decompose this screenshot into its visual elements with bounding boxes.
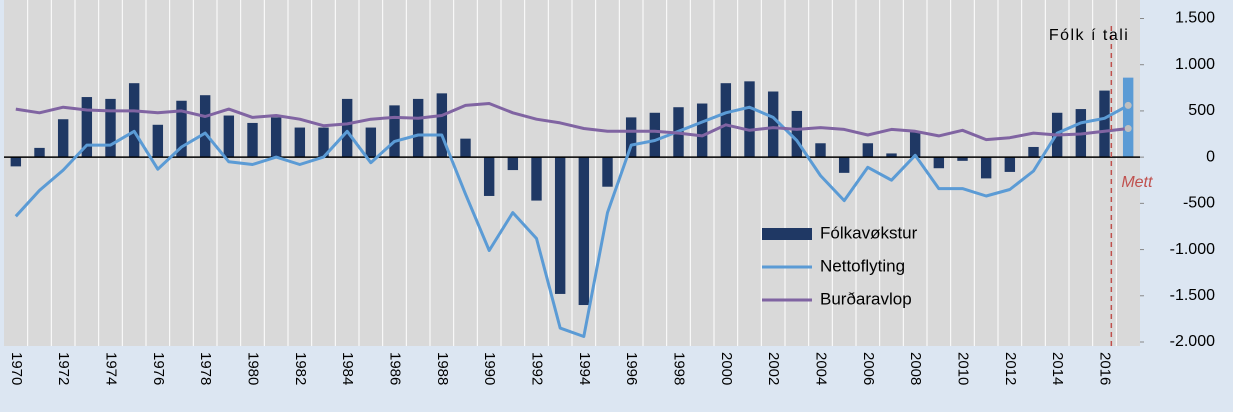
bar bbox=[767, 91, 779, 158]
bar bbox=[602, 157, 613, 187]
bar bbox=[483, 157, 495, 196]
y-tick-label: -500 bbox=[1183, 195, 1215, 212]
bar bbox=[744, 81, 755, 158]
x-tick-label: 2010 bbox=[955, 352, 972, 385]
bar bbox=[649, 112, 661, 158]
x-tick-label: 1976 bbox=[150, 352, 167, 385]
x-tick-label: 1994 bbox=[576, 352, 593, 385]
line bbox=[15, 102, 1129, 142]
end-point bbox=[1124, 101, 1132, 109]
x-tick-label: 2000 bbox=[718, 352, 735, 385]
legend-label: Nettoflyting bbox=[820, 256, 905, 275]
bar bbox=[199, 95, 211, 158]
x-tick-label: 2004 bbox=[813, 352, 830, 385]
bar bbox=[412, 98, 424, 158]
bar bbox=[980, 157, 992, 179]
x-tick-label: 2008 bbox=[907, 352, 924, 385]
bar bbox=[34, 147, 45, 158]
bar bbox=[128, 83, 140, 158]
y-tick-label: 1.000 bbox=[1175, 56, 1215, 73]
x-tick-label: 1988 bbox=[434, 352, 451, 385]
bar bbox=[176, 100, 187, 158]
x-tick-label: 1980 bbox=[245, 352, 262, 385]
bar bbox=[554, 157, 566, 294]
bar bbox=[625, 117, 637, 158]
y-tick-label: -1.500 bbox=[1170, 287, 1215, 304]
x-tick-label: 2002 bbox=[765, 352, 782, 385]
x-tick-label: 1972 bbox=[55, 352, 72, 385]
bar bbox=[1028, 146, 1039, 158]
legend-label: Burðaravlop bbox=[820, 289, 912, 308]
bar bbox=[791, 110, 803, 158]
bar bbox=[341, 98, 353, 158]
bar bbox=[365, 127, 377, 158]
bar bbox=[838, 157, 850, 173]
x-tick-label: 1992 bbox=[529, 352, 546, 385]
x-tick-label: 1990 bbox=[481, 352, 498, 385]
bar bbox=[57, 119, 69, 158]
bar bbox=[247, 122, 258, 158]
bar bbox=[578, 157, 590, 306]
bar bbox=[862, 143, 874, 158]
x-tick-label: 1974 bbox=[103, 352, 120, 385]
x-tick-label: 1984 bbox=[339, 352, 356, 385]
x-tick-label: 1996 bbox=[623, 352, 640, 385]
bar bbox=[294, 127, 306, 158]
line bbox=[14, 104, 1129, 338]
bar bbox=[10, 157, 22, 167]
x-tick-label: 1982 bbox=[292, 352, 309, 385]
x-tick-label: 2014 bbox=[1049, 352, 1066, 385]
bar bbox=[105, 98, 116, 158]
bar bbox=[436, 93, 448, 158]
bar bbox=[270, 117, 282, 158]
bar bbox=[815, 143, 826, 158]
bar bbox=[696, 103, 708, 158]
bar bbox=[531, 157, 542, 201]
y-tick-label: 1.500 bbox=[1175, 10, 1215, 27]
y-tick-label: 500 bbox=[1188, 102, 1215, 119]
x-tick-label: 2016 bbox=[1097, 352, 1114, 385]
bar bbox=[1122, 77, 1134, 158]
bar bbox=[223, 115, 235, 158]
bar bbox=[957, 157, 968, 161]
legend-swatch bbox=[762, 228, 812, 240]
bar bbox=[507, 157, 519, 171]
bar bbox=[318, 127, 329, 158]
x-tick-label: 1970 bbox=[8, 352, 25, 385]
annotation: Mett bbox=[1121, 174, 1153, 191]
y-tick-label: -1.000 bbox=[1170, 241, 1215, 258]
bar bbox=[1099, 90, 1110, 158]
bar bbox=[81, 97, 93, 158]
bar bbox=[1004, 157, 1016, 172]
bar bbox=[389, 105, 400, 158]
x-tick-label: 1998 bbox=[671, 352, 688, 385]
x-tick-label: 1978 bbox=[197, 352, 214, 385]
x-tick-label: 2006 bbox=[860, 352, 877, 385]
legend-label: Fólkavøkstur bbox=[820, 223, 918, 242]
bar bbox=[886, 153, 897, 158]
bar bbox=[720, 83, 732, 158]
y-tick-label: 0 bbox=[1206, 148, 1215, 165]
end-point bbox=[1124, 124, 1132, 132]
bar bbox=[933, 157, 945, 169]
x-tick-label: 1986 bbox=[387, 352, 404, 385]
bar bbox=[460, 138, 471, 158]
y-tick-label: -2.000 bbox=[1170, 333, 1215, 350]
x-tick-label: 2012 bbox=[1002, 352, 1019, 385]
bar bbox=[909, 131, 921, 158]
bar bbox=[152, 124, 164, 158]
annotation: Fólk í tali bbox=[1049, 27, 1130, 44]
